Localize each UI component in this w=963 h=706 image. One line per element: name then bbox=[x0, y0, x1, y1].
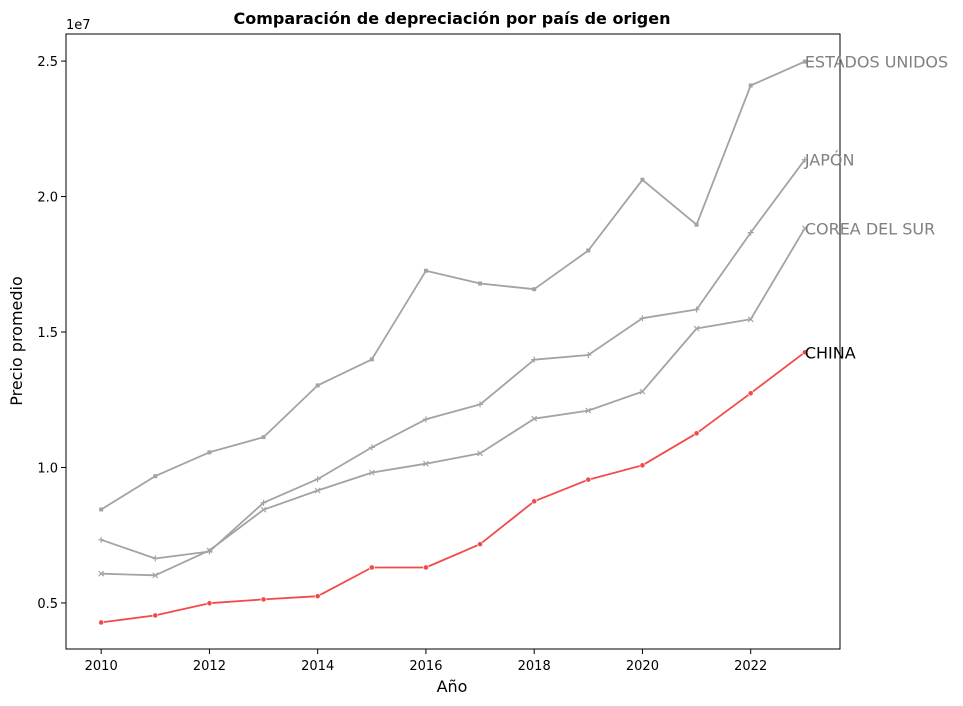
y-tick-label: 2.5 bbox=[37, 55, 58, 70]
data-point bbox=[99, 507, 104, 512]
data-point bbox=[477, 450, 483, 457]
data-point bbox=[748, 83, 753, 88]
y-axis: 0.5 1.0 1.5 2.0 2.5 bbox=[37, 55, 66, 612]
chart-title: Comparación de depreciación por país de … bbox=[234, 9, 671, 28]
series-corea-del-sur: COREA DEL SUR bbox=[98, 219, 935, 579]
data-point bbox=[152, 555, 159, 562]
data-point bbox=[207, 450, 212, 455]
series-japon: JAPÓN bbox=[98, 151, 854, 562]
data-point bbox=[98, 536, 105, 543]
y-tick-label: 2.0 bbox=[37, 191, 58, 206]
data-point bbox=[639, 388, 646, 395]
data-point bbox=[314, 487, 321, 494]
data-point bbox=[747, 390, 754, 397]
data-point bbox=[314, 593, 321, 600]
data-point bbox=[639, 462, 646, 469]
series-line bbox=[100, 60, 806, 511]
data-point bbox=[423, 564, 429, 571]
y-multiplier-label: 1e7 bbox=[66, 18, 91, 33]
data-point bbox=[694, 222, 699, 227]
x-tick-label: 2012 bbox=[193, 659, 226, 674]
series-label: JAPÓN bbox=[804, 151, 855, 170]
data-point bbox=[368, 444, 375, 451]
x-tick-label: 2014 bbox=[301, 659, 334, 674]
data-point bbox=[369, 357, 374, 362]
x-tick-label: 2018 bbox=[518, 659, 551, 674]
data-point bbox=[423, 460, 429, 467]
x-tick-label: 2016 bbox=[409, 659, 442, 674]
y-tick-label: 1.0 bbox=[37, 461, 58, 476]
data-point bbox=[531, 415, 538, 422]
data-point bbox=[206, 547, 213, 554]
data-point bbox=[260, 596, 267, 603]
y-tick-label: 1.5 bbox=[37, 326, 58, 341]
data-point bbox=[153, 474, 158, 479]
data-point bbox=[747, 316, 754, 323]
series-line bbox=[101, 227, 806, 577]
data-point bbox=[585, 476, 592, 483]
y-tick-label: 0.5 bbox=[37, 597, 58, 612]
data-point bbox=[260, 506, 267, 513]
data-point bbox=[152, 612, 159, 619]
series-label: CHINA bbox=[805, 343, 856, 362]
y-axis-label: Precio promedio bbox=[7, 276, 26, 406]
series-group: ESTADOS UNIDOS JAPÓN COREA DEL SUR CHINA bbox=[98, 53, 948, 626]
data-point bbox=[368, 469, 375, 476]
series-china: CHINA bbox=[98, 343, 856, 626]
data-point bbox=[747, 229, 754, 236]
data-point bbox=[98, 619, 105, 626]
x-tick-label: 2010 bbox=[85, 659, 118, 674]
data-point bbox=[585, 407, 592, 414]
data-point bbox=[693, 325, 700, 332]
data-point bbox=[478, 281, 483, 286]
data-point bbox=[801, 156, 808, 163]
data-point bbox=[801, 225, 808, 232]
data-point bbox=[152, 572, 159, 579]
data-point bbox=[532, 287, 537, 292]
data-point bbox=[368, 564, 375, 571]
data-point bbox=[477, 541, 483, 548]
data-point bbox=[586, 248, 591, 253]
series-label: ESTADOS UNIDOS bbox=[805, 53, 948, 72]
data-point bbox=[206, 600, 213, 607]
data-point bbox=[585, 352, 592, 359]
x-axis: 2010 2012 2014 2016 2018 2020 2022 bbox=[85, 649, 767, 674]
data-point bbox=[261, 435, 266, 440]
data-point bbox=[422, 416, 429, 423]
series-label: COREA DEL SUR bbox=[805, 219, 935, 238]
data-point bbox=[640, 177, 645, 182]
data-point bbox=[531, 356, 538, 363]
data-point bbox=[693, 306, 700, 313]
data-point bbox=[639, 315, 646, 322]
x-tick-label: 2022 bbox=[734, 659, 767, 674]
data-point bbox=[315, 383, 320, 388]
data-point bbox=[477, 401, 484, 408]
x-axis-label: Año bbox=[437, 677, 468, 696]
x-tick-label: 2020 bbox=[626, 659, 659, 674]
data-point bbox=[802, 59, 807, 64]
series-line bbox=[101, 351, 806, 624]
data-point bbox=[693, 430, 700, 437]
data-point bbox=[98, 570, 105, 577]
data-point bbox=[314, 476, 321, 483]
data-point bbox=[531, 498, 538, 505]
data-point bbox=[801, 349, 808, 356]
plot-frame bbox=[65, 33, 841, 650]
data-point bbox=[423, 268, 428, 273]
series-estados-unidos: ESTADOS UNIDOS bbox=[99, 53, 948, 512]
data-point bbox=[260, 499, 267, 506]
